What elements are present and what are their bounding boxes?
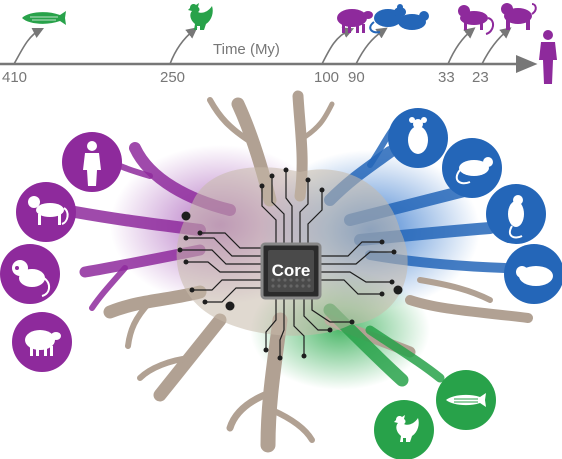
core-chip-label: Core (272, 261, 311, 280)
circle-sheep (12, 312, 72, 372)
neuron: Core (69, 90, 533, 453)
sheep-icon (337, 9, 373, 33)
circle-zebrafish (436, 370, 496, 430)
guinea-pig-icon (516, 266, 553, 286)
timeline-arrow (355, 27, 388, 65)
zebrafish-icon (446, 393, 486, 407)
circuit-traces (180, 170, 394, 358)
timeline-arrow (169, 27, 198, 65)
timeline-tick-label: 33 (438, 69, 455, 86)
timeline-tick-label: 90 (348, 69, 365, 86)
circle-mouse (388, 108, 448, 168)
monkey-icon (28, 196, 69, 225)
chicken-icon (188, 3, 213, 30)
timeline-arrow (447, 27, 476, 65)
human-icon (539, 30, 557, 84)
chicken-icon (394, 415, 419, 442)
circle-monkey (16, 182, 76, 242)
timeline-tick-label: 100 (314, 69, 339, 86)
timeline-arrows (13, 27, 512, 65)
circle-marmoset (0, 244, 60, 304)
rodents-icon (369, 4, 429, 34)
timeline-tick-label: 250 (160, 69, 185, 86)
mouse-icon (408, 117, 428, 154)
species-circles (0, 108, 562, 459)
circle-gerbil (486, 184, 546, 244)
circle-human (62, 132, 122, 192)
timeline-arrow (321, 27, 355, 65)
circuit-nodes (177, 167, 403, 361)
small-primate-icon (458, 5, 494, 35)
monkey-icon (501, 3, 537, 30)
timeline-axis-label: Time (My) (213, 41, 280, 58)
marmoset-icon (12, 260, 50, 297)
timeline: Time (My) 410 250 100 90 33 23 (0, 3, 557, 86)
zebrafish-icon (22, 11, 66, 25)
rat-icon (455, 157, 493, 185)
sheep-icon (25, 330, 61, 356)
timeline-tick-label: 23 (472, 69, 489, 86)
timeline-arrow (481, 27, 512, 65)
timeline-arrow (13, 27, 45, 65)
gerbil-icon (508, 195, 524, 239)
human-icon (83, 141, 101, 186)
core-chip: Core (260, 242, 322, 300)
circle-guinea-pig (504, 244, 562, 304)
circle-chicken (374, 400, 434, 459)
timeline-tick-label: 410 (2, 69, 27, 86)
circle-rat (442, 138, 502, 198)
